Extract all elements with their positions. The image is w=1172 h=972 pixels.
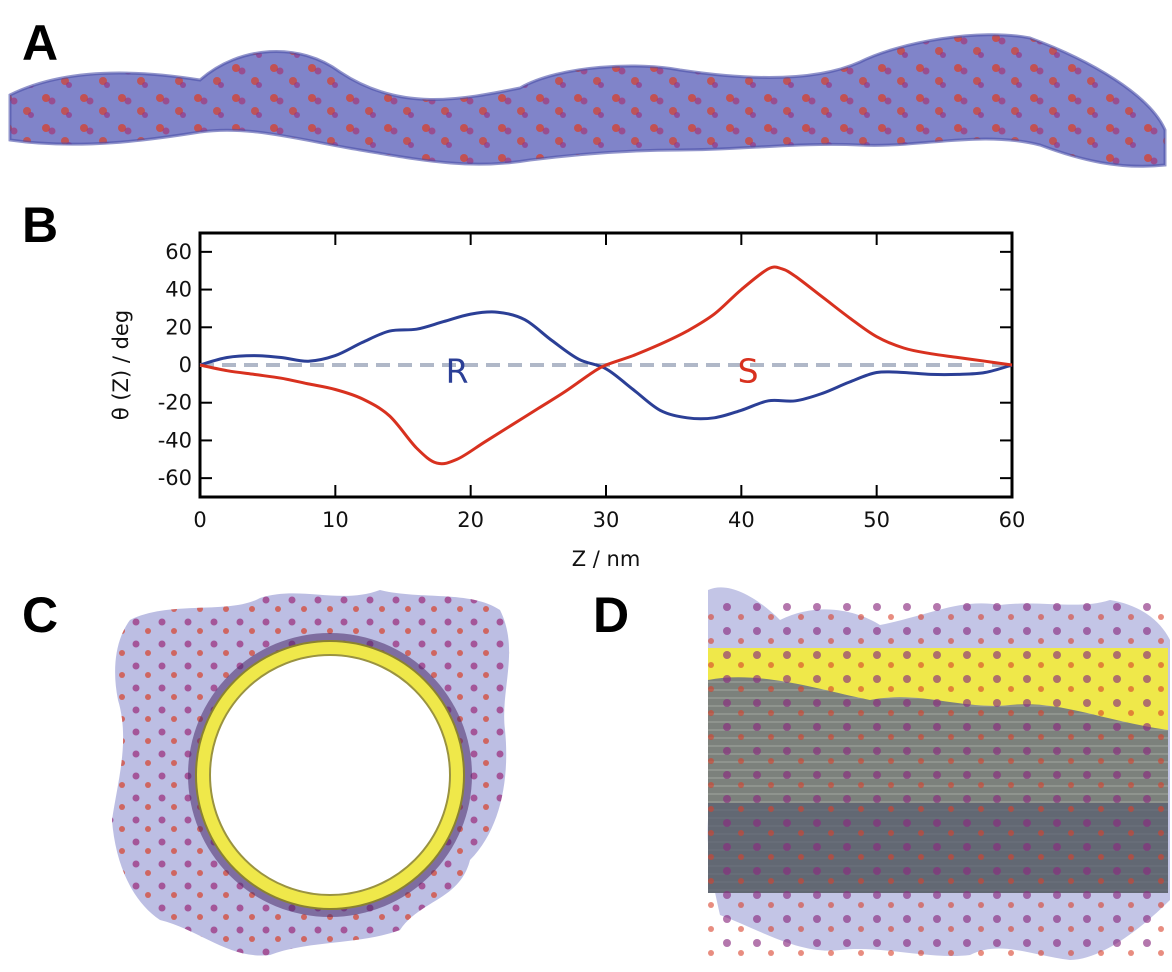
x-tick-label: 50 [863, 508, 890, 532]
x-tick-label: 60 [999, 508, 1026, 532]
x-tick-label: 30 [593, 508, 620, 532]
y-tick-label: 60 [165, 240, 192, 264]
y-tick-label: 20 [165, 315, 192, 339]
panel-label-a: A [22, 15, 59, 71]
y-axis-label: θ (Z) / deg [109, 310, 133, 420]
panel-label-b: B [22, 197, 59, 253]
y-tick-label: -20 [158, 391, 192, 415]
x-tick-label: 10 [322, 508, 349, 532]
y-tick-label: -40 [158, 428, 192, 452]
x-tick-label: 0 [193, 508, 206, 532]
curve-label-s: S [738, 352, 759, 391]
twist-angle-chart: 0 10 20 30 40 50 60 -60 -40 -20 0 20 40 60 R S Z / nm… [109, 231, 1026, 571]
x-axis-label: Z / nm [572, 547, 641, 571]
series-line-r [199, 310, 1013, 421]
y-tick-label: 0 [179, 353, 192, 377]
series-line-s [199, 265, 1013, 466]
tube-lumen [209, 654, 451, 896]
panel-a-filament-image [8, 33, 1167, 168]
y-tick-label: -60 [158, 466, 192, 490]
panel-label-c: C [22, 587, 59, 643]
curve-label-r: R [446, 352, 469, 391]
panel-label-d: D [593, 587, 630, 643]
x-tick-label: 20 [457, 508, 484, 532]
x-tick-label: 40 [728, 508, 755, 532]
y-tick-label: 40 [165, 278, 192, 302]
